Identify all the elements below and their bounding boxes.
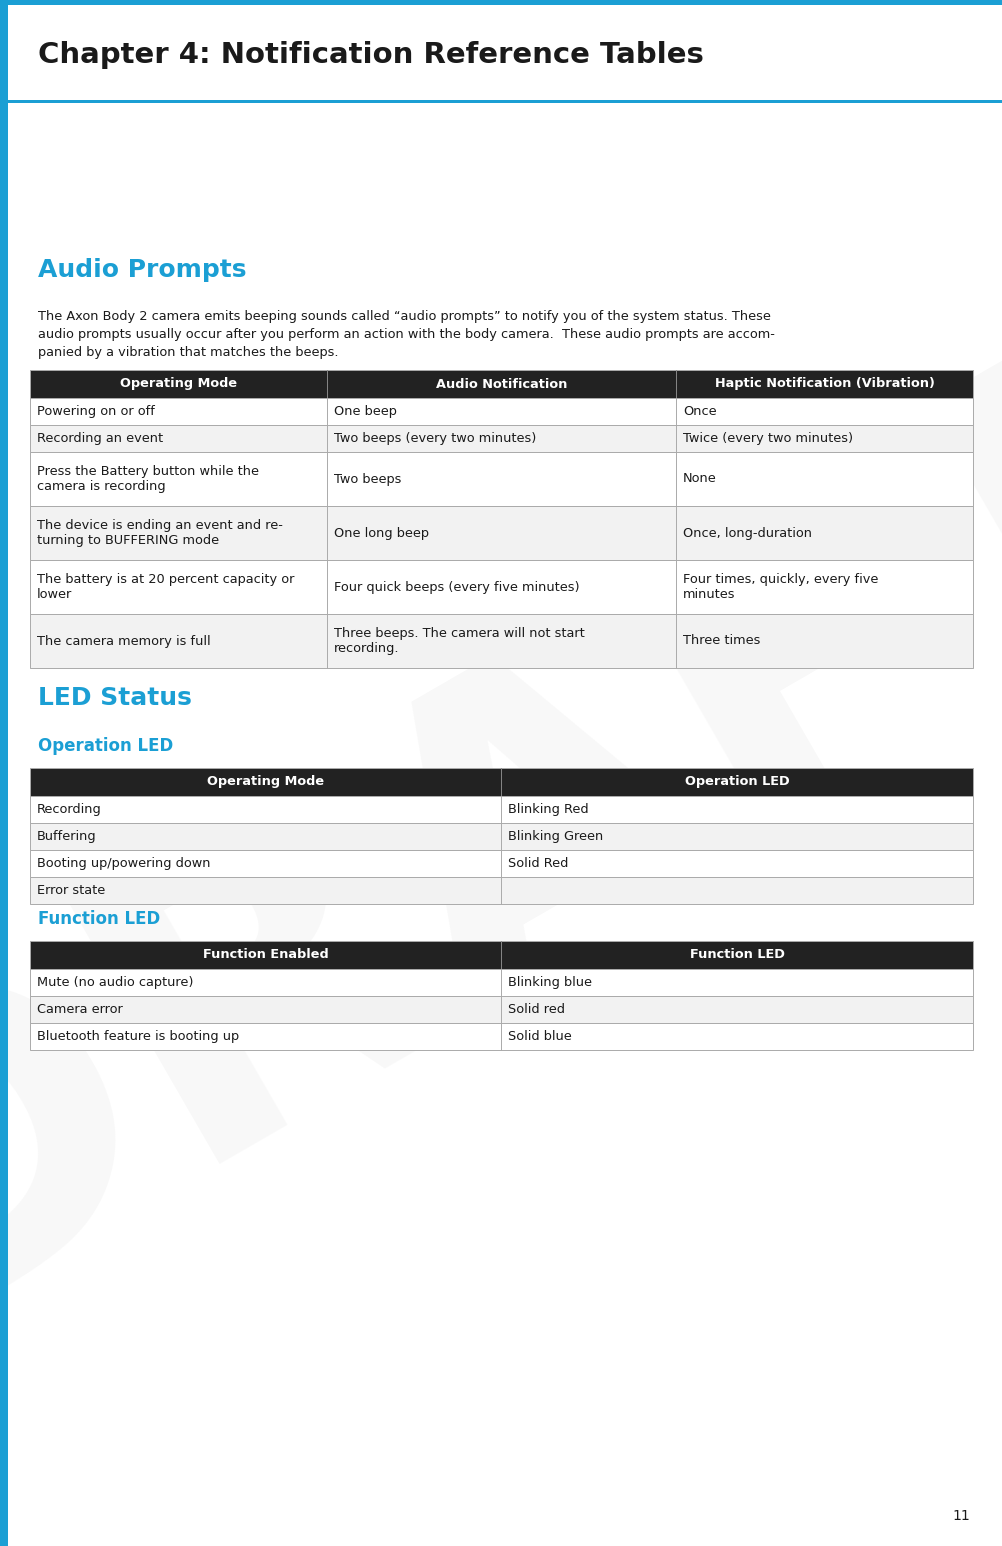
Text: Bluetooth feature is booting up: Bluetooth feature is booting up (37, 1030, 238, 1044)
Text: Function LED: Function LED (38, 911, 160, 928)
Text: One long beep: One long beep (334, 527, 429, 540)
Bar (30, 451, 972, 506)
Text: 11: 11 (951, 1509, 969, 1523)
Text: The Axon Body 2 camera emits beeping sounds called “audio prompts” to notify you: The Axon Body 2 camera emits beeping sou… (38, 311, 771, 323)
Bar (30, 397, 972, 425)
Text: Operation LED: Operation LED (684, 776, 789, 788)
Bar (30, 969, 972, 996)
Bar (30, 425, 972, 451)
Bar (30, 850, 972, 877)
Text: panied by a vibration that matches the beeps.: panied by a vibration that matches the b… (38, 346, 338, 359)
Text: Three times: Three times (682, 634, 760, 648)
Text: Haptic Notification (Vibration): Haptic Notification (Vibration) (713, 377, 934, 391)
Text: Function LED: Function LED (689, 949, 784, 962)
Text: Operating Mode: Operating Mode (207, 776, 324, 788)
Text: Blinking Red: Blinking Red (508, 802, 588, 816)
Text: One beep: One beep (334, 405, 397, 417)
Text: audio prompts usually occur after you perform an action with the body camera.  T: audio prompts usually occur after you pe… (38, 328, 775, 342)
Text: Blinking Green: Blinking Green (508, 830, 603, 843)
Bar (0, 0, 8, 1546)
Text: Solid red: Solid red (508, 1003, 565, 1016)
Text: Audio Prompts: Audio Prompts (38, 258, 246, 281)
Bar (30, 1023, 972, 1050)
Text: Recording: Recording (37, 802, 101, 816)
Bar (30, 877, 972, 904)
Text: Once, long-duration: Once, long-duration (682, 527, 812, 540)
Text: None: None (682, 473, 716, 485)
Text: Solid Red: Solid Red (508, 856, 568, 870)
Text: DRAFT: DRAFT (0, 281, 1002, 1410)
Bar (30, 560, 972, 614)
Text: Two beeps: Two beeps (334, 473, 401, 485)
Bar (30, 796, 972, 822)
Text: Solid blue: Solid blue (508, 1030, 572, 1044)
Text: Once: Once (682, 405, 715, 417)
Text: Press the Battery button while the
camera is recording: Press the Battery button while the camer… (37, 465, 259, 493)
Text: Function Enabled: Function Enabled (202, 949, 329, 962)
Text: Powering on or off: Powering on or off (37, 405, 154, 417)
Text: The battery is at 20 percent capacity or
lower: The battery is at 20 percent capacity or… (37, 574, 294, 601)
Bar (30, 506, 972, 560)
Text: Four quick beeps (every five minutes): Four quick beeps (every five minutes) (334, 580, 579, 594)
Bar (30, 822, 972, 850)
Bar (30, 942, 972, 969)
Text: Operation LED: Operation LED (38, 737, 173, 754)
Text: Three beeps. The camera will not start
recording.: Three beeps. The camera will not start r… (334, 628, 584, 656)
Text: Operating Mode: Operating Mode (120, 377, 236, 391)
Text: The camera memory is full: The camera memory is full (37, 634, 210, 648)
Text: The device is ending an event and re-
turning to BUFFERING mode: The device is ending an event and re- tu… (37, 519, 283, 547)
Bar (30, 768, 972, 796)
Text: Twice (every two minutes): Twice (every two minutes) (682, 431, 853, 445)
Text: Error state: Error state (37, 884, 105, 897)
Text: LED Status: LED Status (38, 686, 191, 710)
Bar (30, 614, 972, 668)
Text: Recording an event: Recording an event (37, 431, 163, 445)
Text: Chapter 4: Notification Reference Tables: Chapter 4: Notification Reference Tables (38, 42, 703, 70)
Text: Four times, quickly, every five
minutes: Four times, quickly, every five minutes (682, 574, 878, 601)
Text: Blinking blue: Blinking blue (508, 976, 592, 989)
Bar (8, 0, 1002, 5)
Text: Mute (no audio capture): Mute (no audio capture) (37, 976, 193, 989)
Bar (30, 369, 972, 397)
Bar (8, 0, 1002, 100)
Text: Camera error: Camera error (37, 1003, 122, 1016)
Text: Two beeps (every two minutes): Two beeps (every two minutes) (334, 431, 536, 445)
Text: Audio Notification: Audio Notification (436, 377, 566, 391)
Text: Buffering: Buffering (37, 830, 96, 843)
Bar (8, 100, 1002, 104)
Bar (30, 996, 972, 1023)
Text: Booting up/powering down: Booting up/powering down (37, 856, 210, 870)
